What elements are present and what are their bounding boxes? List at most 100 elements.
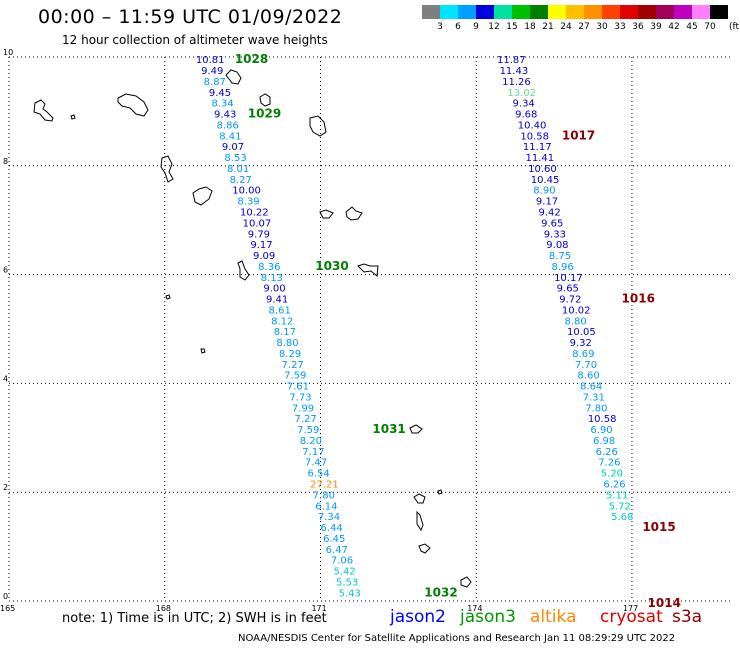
scale-tick-label: 70	[704, 22, 716, 32]
lat-tick-label: 10	[3, 48, 13, 57]
scale-swatch	[656, 5, 674, 19]
wave-height-value: 8.60	[577, 371, 599, 382]
wave-height-value: 7.59	[284, 371, 306, 382]
island-outline	[418, 543, 431, 554]
wave-height-value: 9.68	[515, 110, 537, 121]
pressure-value: 1015	[642, 520, 675, 534]
island-outline	[413, 493, 426, 504]
wave-height-value: 10.22	[240, 207, 269, 218]
island-outline	[200, 348, 206, 354]
wave-height-value: 5.53	[336, 577, 358, 588]
lon-tick-label: 174	[467, 604, 482, 613]
wave-height-value: 8.29	[279, 349, 301, 360]
scale-swatch	[476, 5, 494, 19]
scale-tick-label: 9	[473, 22, 479, 32]
wave-height-value: 8.36	[258, 262, 280, 273]
island-outline	[33, 99, 54, 122]
wave-height-value: 9.43	[214, 110, 236, 121]
wave-height-value: 8.27	[230, 175, 252, 186]
legend-item-jason3: jason3	[460, 607, 516, 627]
lon-tick-label: 171	[311, 604, 326, 613]
wave-height-value: 8.87	[204, 77, 226, 88]
wave-height-value: 7.47	[305, 458, 327, 469]
wave-height-value: 6.14	[315, 501, 337, 512]
west-track-values: 10.819.498.879.458.349.438.868.419.078.5…	[196, 55, 361, 599]
wave-height-value: 5.43	[339, 588, 361, 599]
island-outline	[117, 93, 149, 117]
lon-tick-label: 168	[156, 604, 171, 613]
wave-height-value: 9.65	[541, 218, 563, 229]
wave-height-value: 6.44	[320, 523, 342, 534]
wave-height-value: 9.65	[557, 284, 579, 295]
wave-height-value: 7.70	[575, 360, 597, 371]
scale-tick-label: 3	[437, 22, 443, 32]
footnote: note: 1) Time is in UTC; 2) SWH is in fe…	[62, 611, 327, 626]
wave-height-value: 10.60	[528, 164, 557, 175]
island-outline	[416, 510, 424, 532]
wave-height-value: 11.17	[523, 142, 552, 153]
wave-height-value: 8.12	[271, 316, 293, 327]
scale-tick-label: 24	[560, 22, 572, 32]
east-track-values: 11.8711.4311.2613.029.349.6810.4010.5811…	[497, 55, 633, 523]
lat-tick-label: 0	[3, 592, 8, 601]
wave-height-value: 9.41	[266, 295, 288, 306]
island-outlines	[33, 69, 472, 588]
wave-height-value: 9.79	[248, 229, 270, 240]
wave-height-value: 11.26	[502, 77, 531, 88]
scale-tick-label: 12	[488, 22, 500, 32]
scale-swatch	[620, 5, 638, 19]
wave-height-value: 9.32	[570, 338, 592, 349]
wave-height-value: 7.61	[287, 382, 309, 393]
wave-height-value: 10.00	[232, 186, 261, 197]
wave-height-value: 8.39	[237, 197, 259, 208]
wave-height-value: 8.34	[211, 99, 233, 110]
wave-height-value: 9.17	[250, 240, 272, 251]
scale-swatch	[548, 5, 566, 19]
lon-tick-label: 165	[0, 604, 15, 613]
wave-height-value: 9.09	[253, 251, 275, 262]
scale-unit-label: (ft)	[729, 22, 740, 32]
scale-swatch	[566, 5, 584, 19]
scale-swatch	[584, 5, 602, 19]
wave-height-value: 27.21	[310, 479, 339, 490]
scale-swatch	[602, 5, 620, 19]
wave-height-value: 7.27	[295, 414, 317, 425]
lat-lon-grid	[8, 56, 730, 602]
scale-tick-label: 39	[650, 22, 662, 32]
map-subtitle: 12 hour collection of altimeter wave hei…	[62, 33, 328, 47]
island-outline	[70, 114, 76, 120]
pressure-value: 1032	[424, 585, 457, 599]
pressure-value: 1030	[315, 259, 348, 273]
scale-tick-label: 6	[455, 22, 461, 32]
wave-height-value: 6.45	[323, 534, 345, 545]
legend-item-jason2: jason2	[390, 607, 446, 627]
wave-height-value: 7.27	[282, 360, 304, 371]
wave-height-value: 6.47	[326, 545, 348, 556]
scale-swatch	[440, 5, 458, 19]
wave-height-value: 6.26	[603, 479, 625, 490]
scale-swatch	[512, 5, 530, 19]
wave-height-value: 7.26	[598, 458, 620, 469]
wave-height-value: 9.72	[559, 295, 581, 306]
wave-height-value: 5.42	[333, 567, 355, 578]
wave-height-value: 10.02	[562, 305, 591, 316]
wave-height-value: 8.80	[276, 338, 298, 349]
island-outline	[409, 424, 423, 434]
scale-swatch	[692, 5, 710, 19]
wave-height-value: 6.26	[596, 447, 618, 458]
wave-height-value: 8.53	[224, 153, 246, 164]
island-outline	[225, 69, 242, 85]
wave-height-value: 9.45	[209, 88, 231, 99]
wave-height-value: 9.00	[263, 284, 285, 295]
wave-height-value: 7.73	[289, 392, 311, 403]
scale-swatch	[530, 5, 548, 19]
wave-height-value: 10.05	[567, 327, 596, 338]
wave-height-value: 8.17	[274, 327, 296, 338]
scale-tick-label: 15	[506, 22, 518, 32]
scale-swatch	[458, 5, 476, 19]
wave-height-value: 11.43	[500, 66, 529, 77]
wave-height-value: 8.61	[269, 305, 291, 316]
island-outline	[345, 206, 363, 221]
scale-tick-label: 36	[632, 22, 644, 32]
